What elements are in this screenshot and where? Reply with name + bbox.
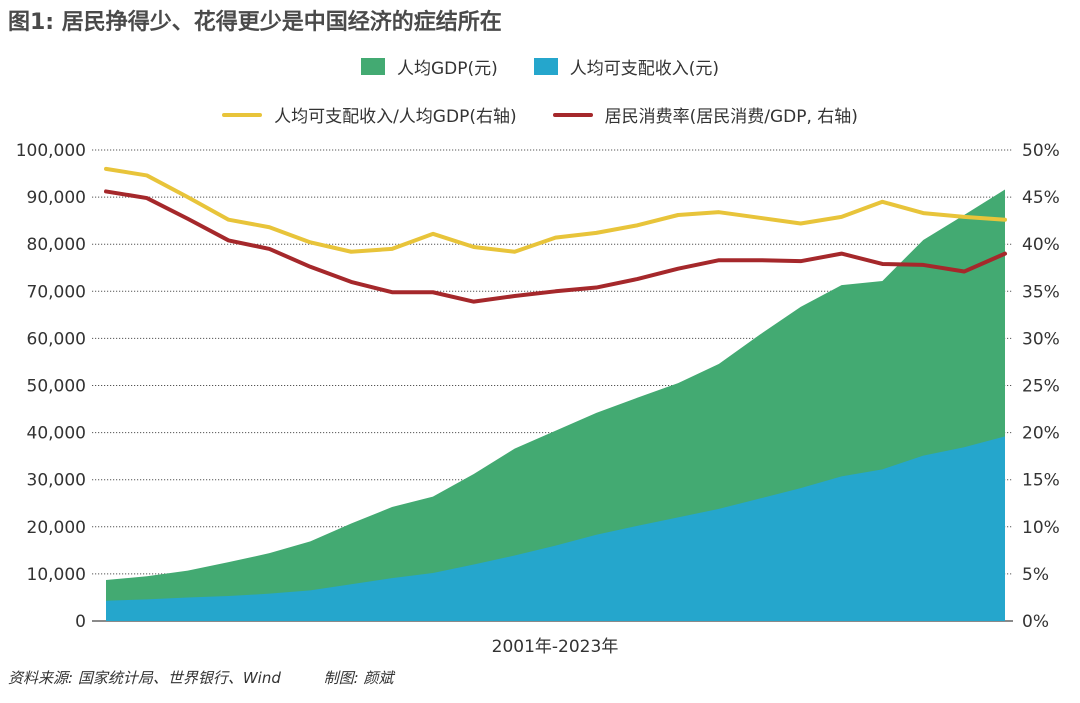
legend-item-gdp: 人均GDP(元) bbox=[360, 54, 498, 79]
legend-item-income: 人均可支配收入(元) bbox=[533, 54, 720, 79]
legend-label-consumption: 居民消费率(居民消费/GDP, 右轴) bbox=[604, 107, 858, 127]
legend-swatch-income bbox=[533, 58, 558, 75]
y-left-tick-label: 60,000 bbox=[27, 329, 86, 349]
legend-item-ratio: 人均可支配收入/人均GDP(右轴) bbox=[222, 102, 517, 127]
line-income-gdp-ratio bbox=[104, 166, 1007, 254]
y-left-tick-label: 80,000 bbox=[27, 235, 86, 255]
y-left-tick-label: 20,000 bbox=[27, 518, 86, 538]
legend-label-ratio: 人均可支配收入/人均GDP(右轴) bbox=[274, 107, 517, 127]
y-right-tick-label: 15% bbox=[1022, 471, 1060, 491]
footer: 资料来源: 国家统计局、世界银行、Wind 制图: 颜斌 bbox=[8, 667, 431, 688]
y-right-tick-label: 0% bbox=[1022, 612, 1049, 632]
y-left-tick-label: 70,000 bbox=[27, 282, 86, 302]
y-right-tick-label: 50% bbox=[1022, 141, 1060, 161]
y-left-tick-label: 30,000 bbox=[27, 471, 86, 491]
y-right-tick-label: 30% bbox=[1022, 329, 1060, 349]
legend-label-gdp: 人均GDP(元) bbox=[396, 59, 498, 79]
legend-label-income: 人均可支配收入(元) bbox=[569, 59, 720, 79]
legend-swatch-ratio bbox=[222, 112, 263, 117]
y-right-tick-label: 45% bbox=[1022, 188, 1060, 208]
legend-item-consumption: 居民消费率(居民消费/GDP, 右轴) bbox=[552, 102, 858, 127]
y-right-tick-label: 10% bbox=[1022, 518, 1060, 538]
legend-row-lines: 人均可支配收入/人均GDP(右轴) 居民消费率(居民消费/GDP, 右轴) bbox=[0, 102, 1080, 127]
y-right-tick-label: 20% bbox=[1022, 424, 1060, 444]
y-left-tick-label: 10,000 bbox=[27, 565, 86, 585]
y-right-tick-label: 25% bbox=[1022, 377, 1060, 397]
chart-title: 图1: 居民挣得少、花得更少是中国经济的症结所在 bbox=[8, 10, 502, 35]
y-right-tick-label: 35% bbox=[1022, 282, 1060, 302]
area-disposable-income bbox=[106, 436, 1005, 621]
legend-row-areas: 人均GDP(元) 人均可支配收入(元) bbox=[0, 54, 1080, 79]
y-left-tick-label: 90,000 bbox=[27, 188, 86, 208]
line-consumption-rate bbox=[104, 189, 1007, 304]
legend-swatch-consumption bbox=[552, 112, 593, 117]
legend-swatch-gdp bbox=[360, 58, 385, 75]
author-note: 制图: 颜斌 bbox=[323, 669, 394, 687]
source-note: 资料来源: 国家统计局、世界银行、Wind bbox=[8, 669, 281, 687]
x-axis-label: 2001年-2023年 bbox=[492, 637, 619, 657]
y-right-tick-label: 40% bbox=[1022, 235, 1060, 255]
y-right-tick-label: 5% bbox=[1022, 565, 1049, 585]
y-left-tick-label: 100,000 bbox=[16, 141, 86, 161]
y-left-tick-label: 0 bbox=[75, 612, 86, 632]
y-left-tick-label: 40,000 bbox=[27, 424, 86, 444]
y-left-tick-label: 50,000 bbox=[27, 377, 86, 397]
